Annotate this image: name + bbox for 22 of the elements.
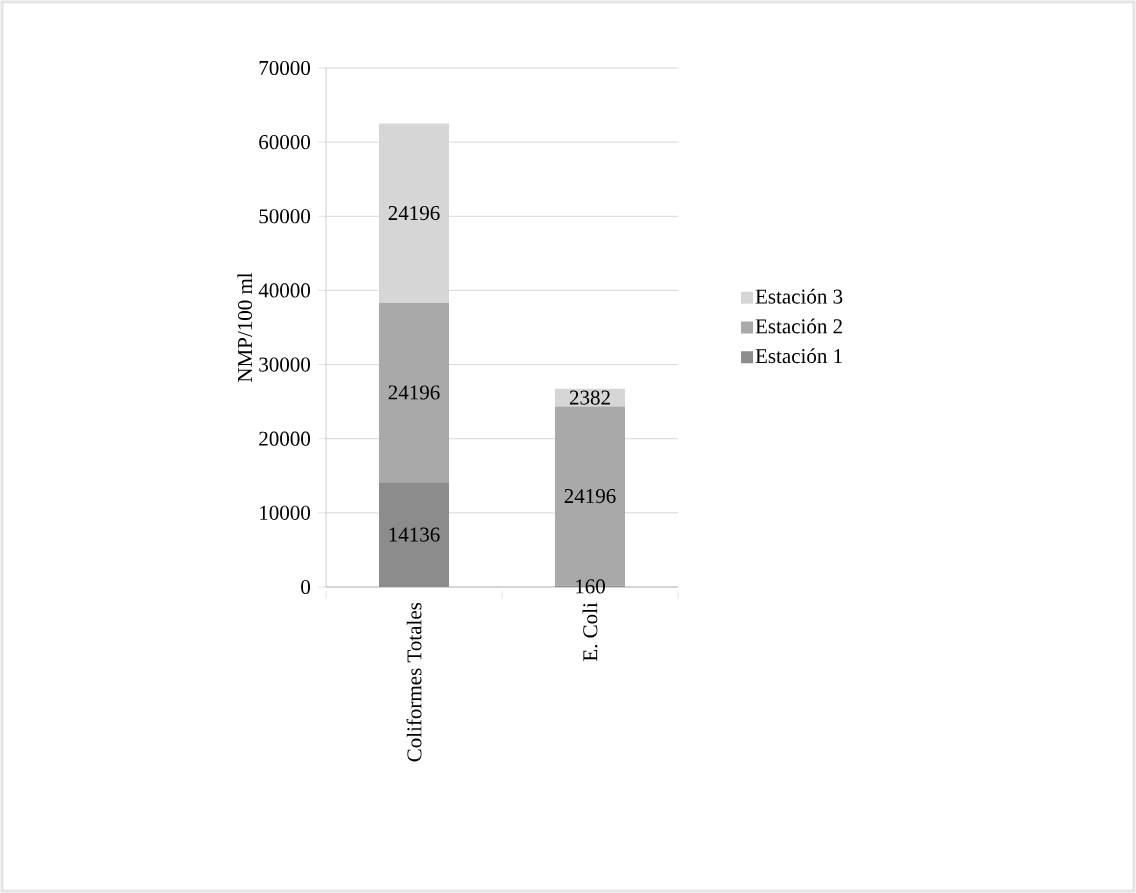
y-axis-title: NMP/100 ml bbox=[237, 272, 253, 383]
y-tick-label: 30000 bbox=[259, 357, 311, 372]
y-tick-label: 50000 bbox=[259, 209, 311, 224]
legend-label: Estación 2 bbox=[755, 318, 842, 334]
data-label: 14136 bbox=[389, 527, 440, 542]
data-label: 2382 bbox=[569, 390, 610, 405]
y-tick-label: 0 bbox=[301, 579, 311, 595]
legend-label: Estación 1 bbox=[755, 348, 842, 364]
y-tick-label: 10000 bbox=[260, 505, 311, 520]
y-tick-label: 20000 bbox=[259, 431, 311, 446]
bar bbox=[379, 123, 450, 303]
data-label: 24196 bbox=[388, 206, 440, 221]
x-tick-label: Coliformes Totales bbox=[406, 602, 422, 762]
data-label: 160 bbox=[576, 579, 605, 594]
bar bbox=[379, 302, 450, 483]
y-tick-label: 70000 bbox=[259, 60, 311, 76]
data-label: 24196 bbox=[564, 489, 616, 504]
legend-label: Estación 3 bbox=[755, 288, 843, 304]
y-tick-label: 60000 bbox=[259, 135, 311, 150]
data-label: 24196 bbox=[388, 385, 440, 400]
x-tick-label: E. Coli bbox=[582, 602, 598, 662]
y-tick-label: 40000 bbox=[258, 283, 311, 298]
